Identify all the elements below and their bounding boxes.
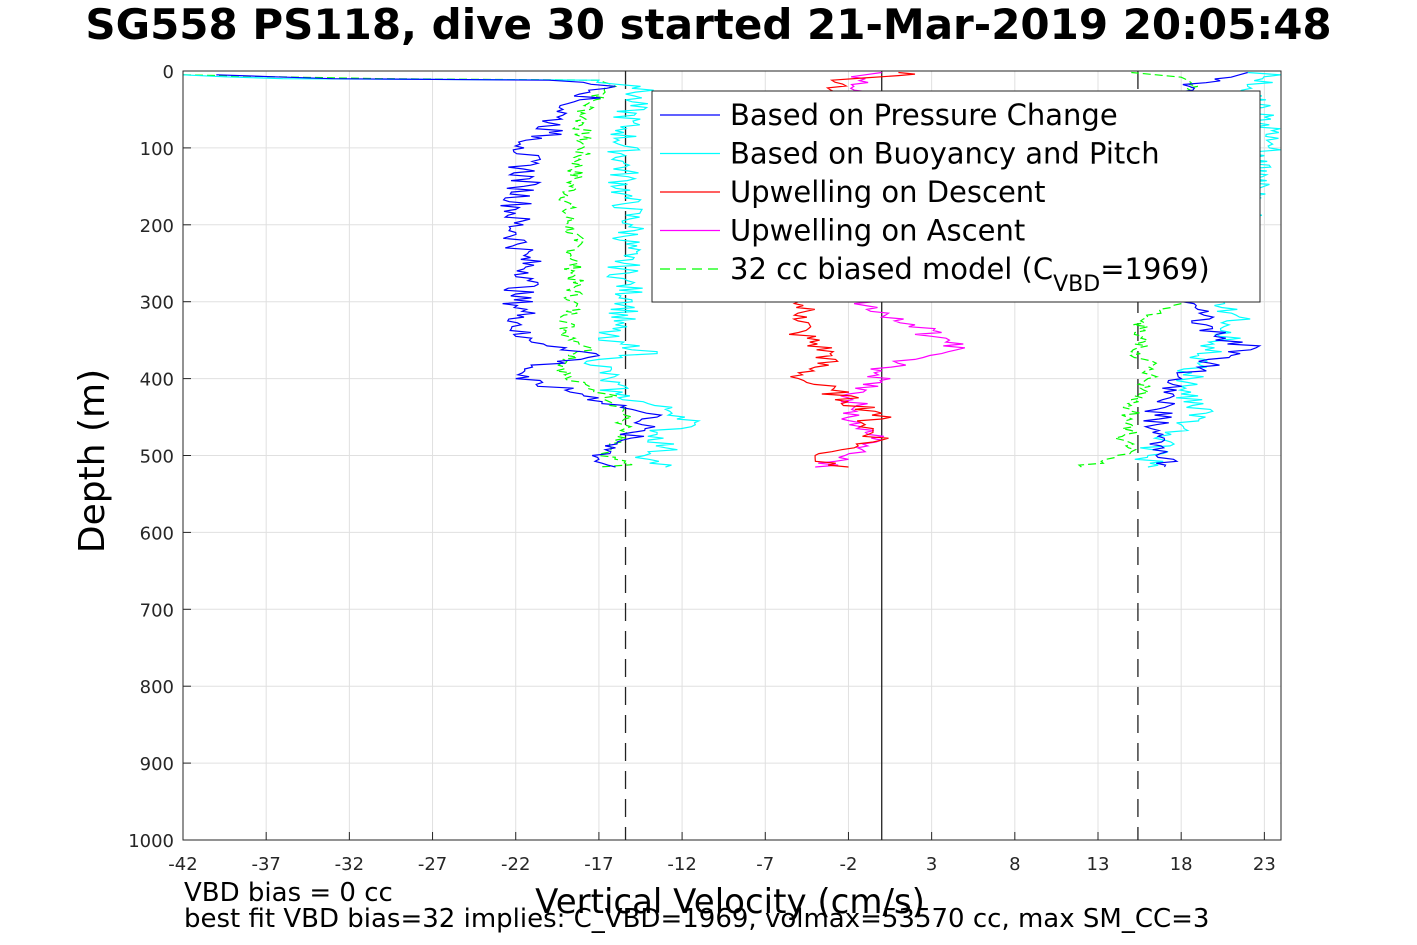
x-axis-label: Vertical Velocity (cm/s) xyxy=(535,882,925,922)
x-tick-label: 3 xyxy=(926,854,937,875)
y-tick-label: 600 xyxy=(140,523,174,544)
axes-box xyxy=(182,70,1282,841)
x-tick-label: -2 xyxy=(839,854,857,875)
x-tick-label: 8 xyxy=(1009,854,1020,875)
chart-title: SG558 PS118, dive 30 started 21-Mar-2019… xyxy=(85,0,1332,49)
y-tick-label: 1000 xyxy=(128,831,174,852)
x-tick-label: -7 xyxy=(756,854,774,875)
legend-label: Upwelling on Descent xyxy=(730,175,1046,209)
y-tick-label: 800 xyxy=(140,677,174,698)
x-tick-label: -27 xyxy=(418,854,447,875)
x-tick-label: 23 xyxy=(1253,854,1276,875)
vbd-bias-note: VBD bias = 0 cc xyxy=(184,878,393,908)
series-line xyxy=(182,74,635,468)
series-line xyxy=(216,74,664,468)
legend-label: Upwelling on Ascent xyxy=(730,214,1025,248)
legend: Based on Pressure Change Based on Buoyanc… xyxy=(651,90,1261,303)
legend-label: 32 cc biased model (CVBD=1969) xyxy=(730,252,1210,297)
x-tick-label: -17 xyxy=(584,854,613,875)
series-line xyxy=(182,74,702,468)
y-tick-label: 500 xyxy=(140,447,174,468)
y-tick-label: 400 xyxy=(140,370,174,391)
legend-label: Based on Pressure Change xyxy=(730,98,1118,132)
x-tick-label: -37 xyxy=(251,854,280,875)
y-axis-label: Depth (m) xyxy=(72,369,113,553)
x-tick-label: -22 xyxy=(501,854,530,875)
legend-box xyxy=(651,90,1261,303)
y-tick-label: 100 xyxy=(140,139,174,160)
y-tick-labels: 0 100 200 300 400 500 600 700 800 900 1000 xyxy=(128,62,174,852)
x-tick-label: -42 xyxy=(168,854,197,875)
legend-label: Based on Buoyancy and Pitch xyxy=(730,137,1160,171)
x-tick-label: -32 xyxy=(335,854,364,875)
x-tick-label: -12 xyxy=(667,854,696,875)
y-tick-label: 900 xyxy=(140,754,174,775)
x-tick-labels: -42 -37 -32 -27 -22 -17 -12 -7 -2 3 8 13 18 23 xyxy=(168,854,1276,875)
x-tick-label: 13 xyxy=(1087,854,1110,875)
y-tick-label: 700 xyxy=(140,600,174,621)
best-fit-note: best fit VBD bias=32 implies: C_VBD=1969… xyxy=(184,904,1210,934)
y-tick-label: 300 xyxy=(140,293,174,314)
x-tick-label: 18 xyxy=(1170,854,1193,875)
y-tick-label: 0 xyxy=(163,62,174,83)
y-tick-label: 200 xyxy=(140,216,174,237)
